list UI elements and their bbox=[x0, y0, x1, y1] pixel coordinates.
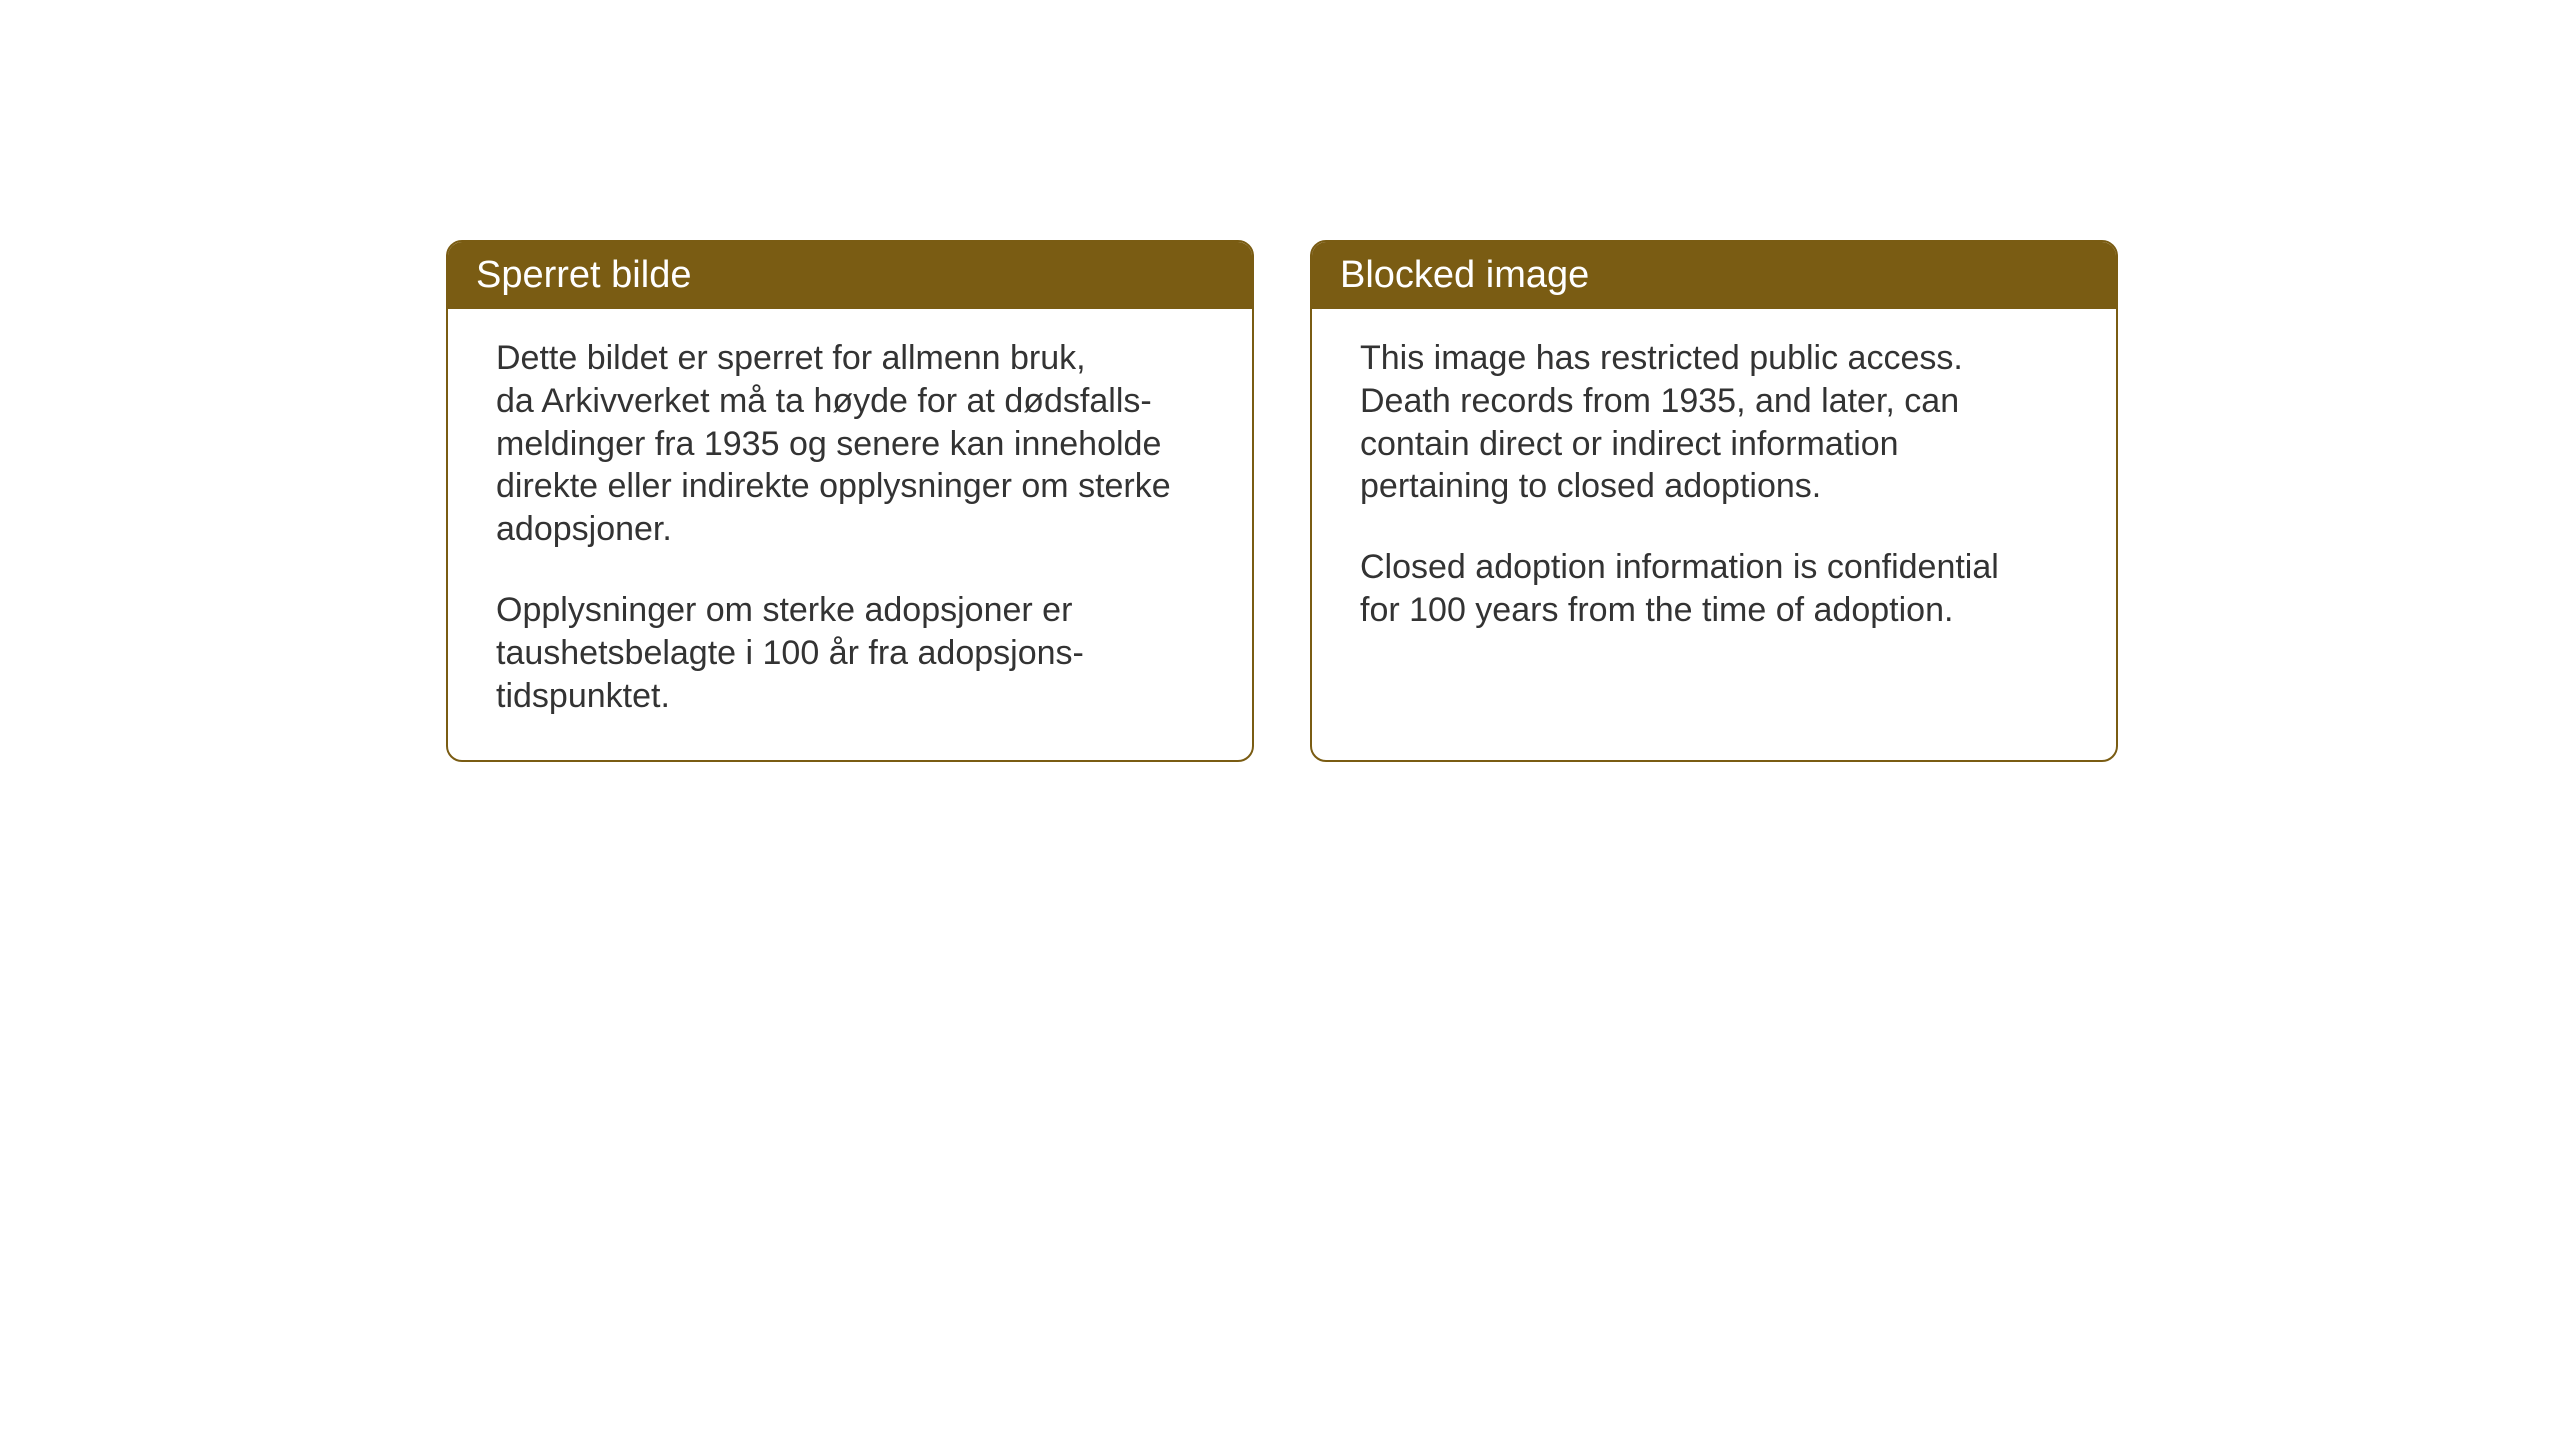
card-body-norwegian: Dette bildet er sperret for allmenn bruk… bbox=[448, 309, 1252, 760]
card-paragraph-2: Closed adoption information is confident… bbox=[1360, 546, 2068, 632]
card-paragraph-1: This image has restricted public access.… bbox=[1360, 337, 2068, 508]
card-title: Sperret bilde bbox=[476, 254, 691, 296]
card-header-norwegian: Sperret bilde bbox=[448, 242, 1252, 309]
card-paragraph-2: Opplysninger om sterke adopsjoner ertaus… bbox=[496, 589, 1204, 717]
card-header-english: Blocked image bbox=[1312, 242, 2116, 309]
card-paragraph-1: Dette bildet er sperret for allmenn bruk… bbox=[496, 337, 1204, 551]
notice-cards-container: Sperret bilde Dette bildet er sperret fo… bbox=[446, 240, 2118, 762]
card-title: Blocked image bbox=[1340, 254, 1589, 296]
card-body-english: This image has restricted public access.… bbox=[1312, 309, 2116, 674]
notice-card-english: Blocked image This image has restricted … bbox=[1310, 240, 2118, 762]
notice-card-norwegian: Sperret bilde Dette bildet er sperret fo… bbox=[446, 240, 1254, 762]
